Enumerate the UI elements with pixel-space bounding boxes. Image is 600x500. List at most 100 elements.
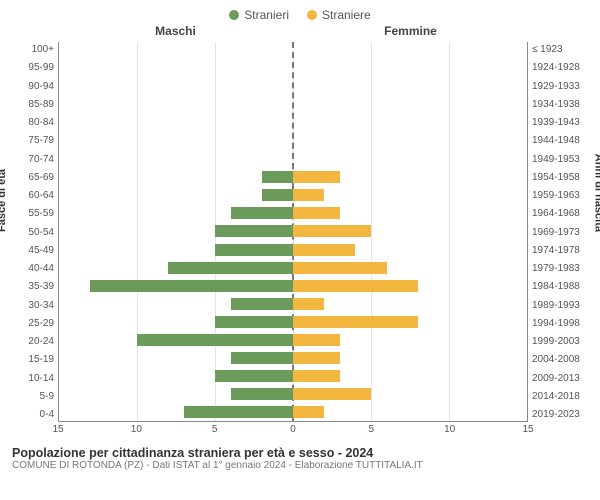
bar-male — [137, 334, 293, 346]
bar-rows — [59, 42, 527, 421]
bar-female — [293, 370, 340, 382]
bar-male — [215, 370, 293, 382]
age-tick: 85-89 — [14, 99, 54, 110]
birth-tick: 1974-1978 — [532, 245, 586, 256]
birth-tick: 1924-1928 — [532, 62, 586, 73]
pyramid-row — [59, 279, 527, 293]
age-tick: 60-64 — [14, 190, 54, 201]
bar-female — [293, 225, 371, 237]
pyramid-row — [59, 369, 527, 383]
age-tick: 30-34 — [14, 300, 54, 311]
bar-female — [293, 316, 418, 328]
pyramid-row — [59, 297, 527, 311]
x-tick: 5 — [212, 424, 218, 435]
plot-area — [58, 42, 528, 422]
age-tick: 65-69 — [14, 172, 54, 183]
bar-female — [293, 189, 324, 201]
birth-tick: 1949-1953 — [532, 154, 586, 165]
bar-female — [293, 207, 340, 219]
bar-male — [231, 352, 293, 364]
age-tick: 90-94 — [14, 81, 54, 92]
birth-tick: 2009-2013 — [532, 373, 586, 384]
legend-item-female: Straniere — [307, 8, 371, 22]
birth-tick: 1984-1988 — [532, 281, 586, 292]
pyramid-row — [59, 387, 527, 401]
birth-tick: 1929-1933 — [532, 81, 586, 92]
birth-tick: 1939-1943 — [532, 117, 586, 128]
birth-tick: 1964-1968 — [532, 208, 586, 219]
age-tick: 35-39 — [14, 281, 54, 292]
age-tick: 40-44 — [14, 263, 54, 274]
birth-tick: 1934-1938 — [532, 99, 586, 110]
pyramid-row — [59, 315, 527, 329]
bar-male — [262, 189, 293, 201]
bar-male — [231, 388, 293, 400]
chart-subtitle: COMUNE DI ROTONDA (PZ) - Dati ISTAT al 1… — [12, 460, 588, 471]
birth-tick: 2014-2018 — [532, 391, 586, 402]
birth-tick: 1989-1993 — [532, 300, 586, 311]
birth-year-labels: ≤ 1923 1924-1928 1929-1933 1934-1938 1939-19… — [528, 42, 590, 422]
x-tick: 5 — [369, 424, 375, 435]
birth-tick: 1999-2003 — [532, 336, 586, 347]
header-male: Maschi — [58, 24, 293, 38]
age-tick: 95-99 — [14, 62, 54, 73]
age-tick: 50-54 — [14, 227, 54, 238]
age-tick: 0-4 — [14, 409, 54, 420]
pyramid-row — [59, 62, 527, 76]
column-headers: Maschi Femmine — [0, 24, 600, 42]
header-female: Femmine — [293, 24, 528, 38]
x-axis-ticks: 15105051015 — [58, 422, 528, 440]
bar-female — [293, 352, 340, 364]
pyramid-row — [59, 351, 527, 365]
bar-male — [262, 171, 293, 183]
age-tick: 80-84 — [14, 117, 54, 128]
bar-female — [293, 171, 340, 183]
legend-label-female: Straniere — [322, 8, 371, 22]
chart-legend: Stranieri Straniere — [0, 0, 600, 24]
pyramid-row — [59, 405, 527, 419]
chart-title: Popolazione per cittadinanza straniera p… — [12, 446, 588, 460]
bar-female — [293, 334, 340, 346]
age-tick: 25-29 — [14, 318, 54, 329]
pyramid-row — [59, 333, 527, 347]
legend-swatch-female — [307, 10, 317, 20]
bar-male — [168, 262, 293, 274]
pyramid-row — [59, 243, 527, 257]
legend-label-male: Stranieri — [244, 8, 289, 22]
bar-male — [184, 406, 293, 418]
y-axis-label-left: Fasce di età — [0, 169, 8, 232]
y-axis-label-right: Anni di nascita — [592, 154, 600, 232]
legend-swatch-male — [229, 10, 239, 20]
bar-female — [293, 298, 324, 310]
bar-female — [293, 244, 355, 256]
pyramid-row — [59, 170, 527, 184]
pyramid-row — [59, 116, 527, 130]
birth-tick: 1994-1998 — [532, 318, 586, 329]
x-tick: 0 — [290, 424, 296, 435]
age-tick: 55-59 — [14, 208, 54, 219]
pyramid-row — [59, 188, 527, 202]
age-tick: 100+ — [14, 44, 54, 55]
bar-male — [215, 316, 293, 328]
x-tick: 15 — [52, 424, 63, 435]
x-tick: 10 — [444, 424, 455, 435]
x-tick: 10 — [131, 424, 142, 435]
pyramid-row — [59, 224, 527, 238]
bar-male — [215, 244, 293, 256]
pyramid-row — [59, 98, 527, 112]
age-tick: 15-19 — [14, 354, 54, 365]
bar-female — [293, 262, 387, 274]
x-axis: 15105051015 — [10, 422, 590, 440]
chart-area: Fasce di età Anni di nascita 100+ 95-99 90… — [0, 42, 600, 422]
birth-tick: 2004-2008 — [532, 354, 586, 365]
pyramid-row — [59, 261, 527, 275]
age-tick: 70-74 — [14, 154, 54, 165]
pyramid-row — [59, 80, 527, 94]
pyramid-row — [59, 134, 527, 148]
birth-tick: ≤ 1923 — [532, 44, 586, 55]
pyramid-row — [59, 44, 527, 58]
pyramid-row — [59, 152, 527, 166]
bar-female — [293, 388, 371, 400]
bar-female — [293, 406, 324, 418]
age-tick: 5-9 — [14, 391, 54, 402]
